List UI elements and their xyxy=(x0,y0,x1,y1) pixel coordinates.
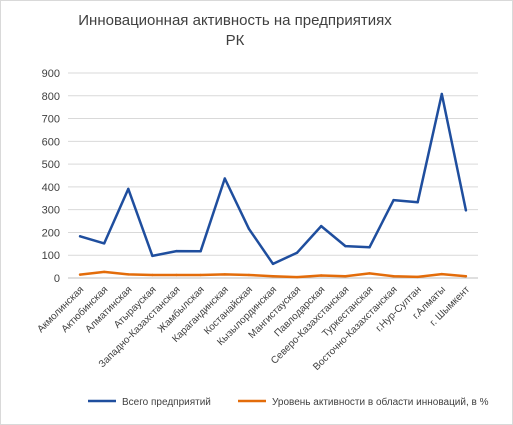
data-point xyxy=(271,262,275,266)
data-point xyxy=(295,251,299,254)
data-point xyxy=(78,235,82,238)
data-point xyxy=(440,92,443,96)
data-point xyxy=(344,275,347,278)
data-point xyxy=(223,177,226,180)
legend-label: Уровень активности в области инноваций, … xyxy=(272,396,489,408)
y-tick-label: 300 xyxy=(42,205,60,217)
data-point xyxy=(103,242,106,245)
data-point xyxy=(127,187,130,191)
data-point xyxy=(344,244,347,248)
data-point xyxy=(247,273,251,277)
data-point xyxy=(103,270,106,274)
data-point xyxy=(127,273,130,276)
y-tick-label: 600 xyxy=(42,136,60,148)
data-point xyxy=(151,254,154,258)
data-point xyxy=(199,250,202,253)
data-point xyxy=(295,275,299,279)
data-point xyxy=(271,275,275,278)
y-tick-label: 900 xyxy=(42,68,60,80)
data-point xyxy=(368,272,371,275)
data-point xyxy=(440,272,443,276)
y-tick-label: 100 xyxy=(42,250,60,262)
data-point xyxy=(416,201,419,204)
data-point xyxy=(392,275,395,278)
data-point xyxy=(175,273,178,277)
y-tick-label: 800 xyxy=(42,91,60,103)
data-point xyxy=(464,209,468,212)
y-tick-label: 500 xyxy=(42,159,60,171)
series-lines xyxy=(78,92,468,279)
data-point xyxy=(247,227,251,230)
y-tick-label: 700 xyxy=(42,114,60,126)
data-point xyxy=(392,198,395,202)
data-point xyxy=(368,246,371,249)
data-point xyxy=(78,273,82,276)
data-point xyxy=(151,273,154,277)
chart-title-line-2: РК xyxy=(226,32,245,49)
data-point xyxy=(464,275,468,278)
y-tick-label: 200 xyxy=(42,227,60,239)
chart-title-line-1: Инновационная активность на предприятиях xyxy=(78,12,392,29)
legend: Всего предприятий Уровень активности в об… xyxy=(88,396,489,408)
y-axis-ticks: 0 100 200 300 400 500 600 700 800 900 xyxy=(42,68,60,285)
y-tick-label: 0 xyxy=(54,273,60,285)
data-point xyxy=(199,273,202,277)
data-point xyxy=(175,249,178,253)
data-point xyxy=(320,274,323,277)
data-point xyxy=(223,273,226,276)
legend-label: Всего предприятий xyxy=(122,397,211,408)
y-tick-label: 400 xyxy=(42,182,60,194)
data-point xyxy=(416,275,419,279)
data-point xyxy=(320,224,323,228)
